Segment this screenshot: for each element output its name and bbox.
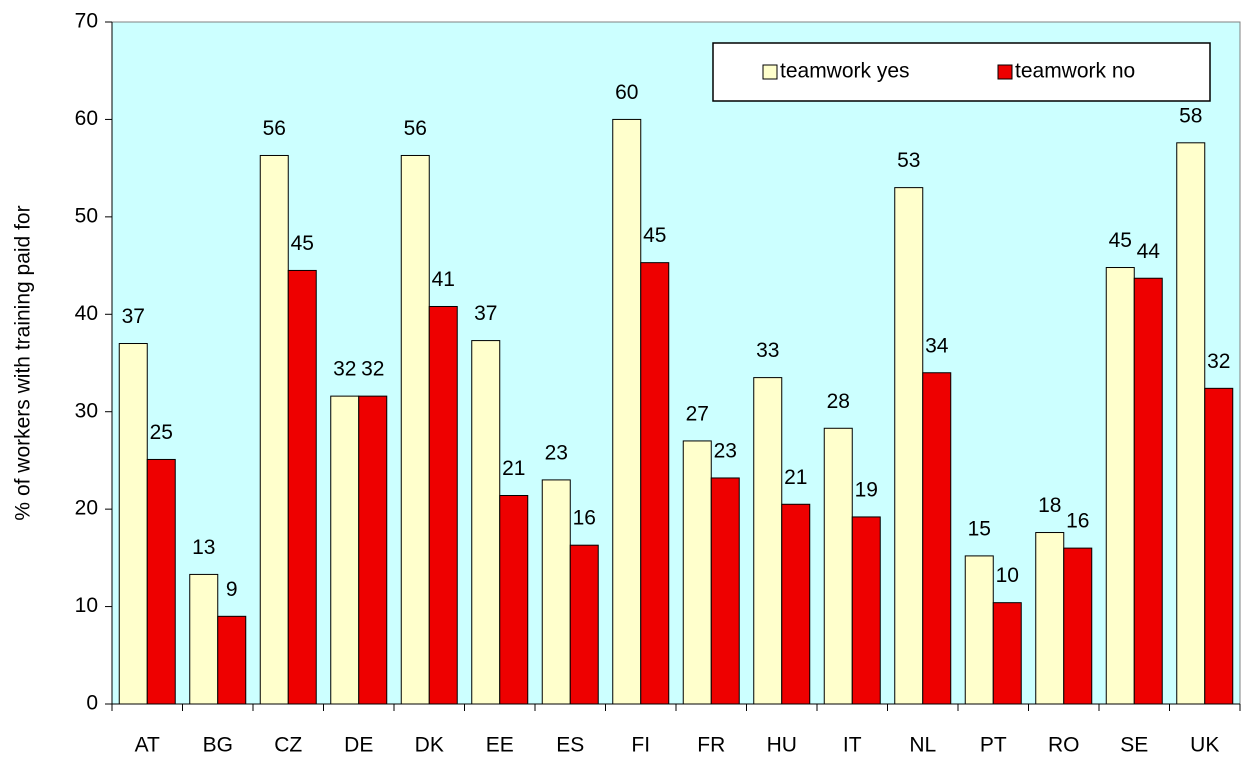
data-label: 32 (361, 358, 384, 381)
bar (118, 343, 148, 705)
x-tick-label: IT (843, 734, 862, 757)
data-label: 23 (545, 441, 568, 464)
data-label: 37 (122, 305, 145, 328)
data-label: 10 (996, 564, 1019, 587)
data-label: 33 (756, 339, 779, 362)
x-tick-label: HU (767, 734, 797, 757)
data-label: 16 (1066, 510, 1089, 533)
data-label: 23 (714, 440, 737, 463)
bar (146, 458, 176, 705)
x-tick-label: RO (1048, 734, 1080, 757)
x-tick-label: SE (1120, 734, 1148, 757)
bar (330, 395, 360, 705)
bar (541, 479, 571, 705)
bar (217, 615, 247, 705)
bar (894, 187, 924, 705)
data-label: 28 (827, 390, 850, 413)
bar (1133, 277, 1163, 705)
data-label: 27 (686, 402, 709, 425)
bar (499, 495, 529, 705)
data-label: 21 (784, 466, 807, 489)
data-label: 45 (291, 232, 314, 255)
data-label: 19 (855, 478, 878, 501)
legend-label: teamwork no (1015, 60, 1135, 83)
data-label: 21 (502, 457, 525, 480)
y-tick-label: 70 (75, 10, 98, 33)
data-label: 37 (474, 302, 497, 325)
data-label: 25 (150, 421, 173, 444)
y-tick-label: 30 (75, 399, 98, 422)
y-tick-label: 40 (75, 302, 98, 325)
data-label: 41 (432, 268, 455, 291)
data-label: 56 (404, 117, 427, 140)
x-tick-label: AT (135, 734, 160, 757)
bar (358, 395, 388, 705)
y-tick-label: 50 (75, 204, 98, 227)
bar (1035, 532, 1065, 705)
x-tick-label: DK (415, 734, 444, 757)
data-label: 16 (573, 507, 596, 530)
y-tick-label: 10 (75, 594, 98, 617)
bar (189, 573, 219, 705)
bar (922, 372, 952, 705)
data-label: 34 (925, 334, 949, 357)
data-label: 60 (615, 81, 638, 104)
y-tick-label: 60 (75, 107, 98, 130)
bar (569, 544, 599, 705)
bar (1204, 387, 1234, 705)
legend-label: teamwork yes (780, 60, 910, 83)
x-tick-label: PT (980, 734, 1007, 757)
x-tick-label: ES (556, 734, 584, 757)
bar (1063, 547, 1093, 705)
bar (851, 516, 881, 705)
bar (400, 154, 430, 705)
bar (992, 602, 1022, 705)
data-label: 45 (1109, 229, 1132, 252)
y-tick-label: 20 (75, 497, 98, 520)
bar (640, 262, 670, 705)
bar (471, 340, 501, 705)
bar (823, 427, 853, 705)
bar (287, 269, 317, 705)
data-label: 18 (1038, 494, 1061, 517)
data-label: 56 (263, 117, 286, 140)
bar (682, 440, 712, 705)
bar (1105, 267, 1135, 705)
bar (964, 555, 994, 705)
x-tick-label: FR (697, 734, 725, 757)
y-axis-label: % of workers with training paid for (12, 205, 35, 520)
data-label: 32 (1207, 350, 1230, 373)
x-tick-label: BG (203, 734, 233, 757)
bar (710, 477, 740, 705)
bar (259, 154, 289, 705)
bar (428, 305, 458, 705)
y-tick-label: 0 (86, 692, 98, 715)
x-tick-label: UK (1190, 734, 1219, 757)
legend-box (712, 42, 1211, 102)
legend-swatch (997, 64, 1013, 80)
bar (1176, 142, 1206, 705)
data-label: 13 (192, 536, 215, 559)
data-label: 15 (968, 517, 991, 540)
x-tick-label: CZ (274, 734, 302, 757)
x-tick-label: DE (344, 734, 373, 757)
data-label: 32 (333, 358, 356, 381)
x-tick-label: FI (631, 734, 650, 757)
x-tick-label: NL (909, 734, 936, 757)
data-label: 45 (643, 224, 666, 247)
bar (781, 503, 811, 705)
data-label: 9 (226, 578, 238, 601)
data-label: 44 (1137, 240, 1161, 263)
data-label: 58 (1179, 104, 1202, 127)
bar (612, 118, 642, 705)
data-label: 53 (897, 149, 920, 172)
x-tick-label: EE (486, 734, 514, 757)
legend-swatch (762, 64, 778, 80)
bar (753, 377, 783, 705)
